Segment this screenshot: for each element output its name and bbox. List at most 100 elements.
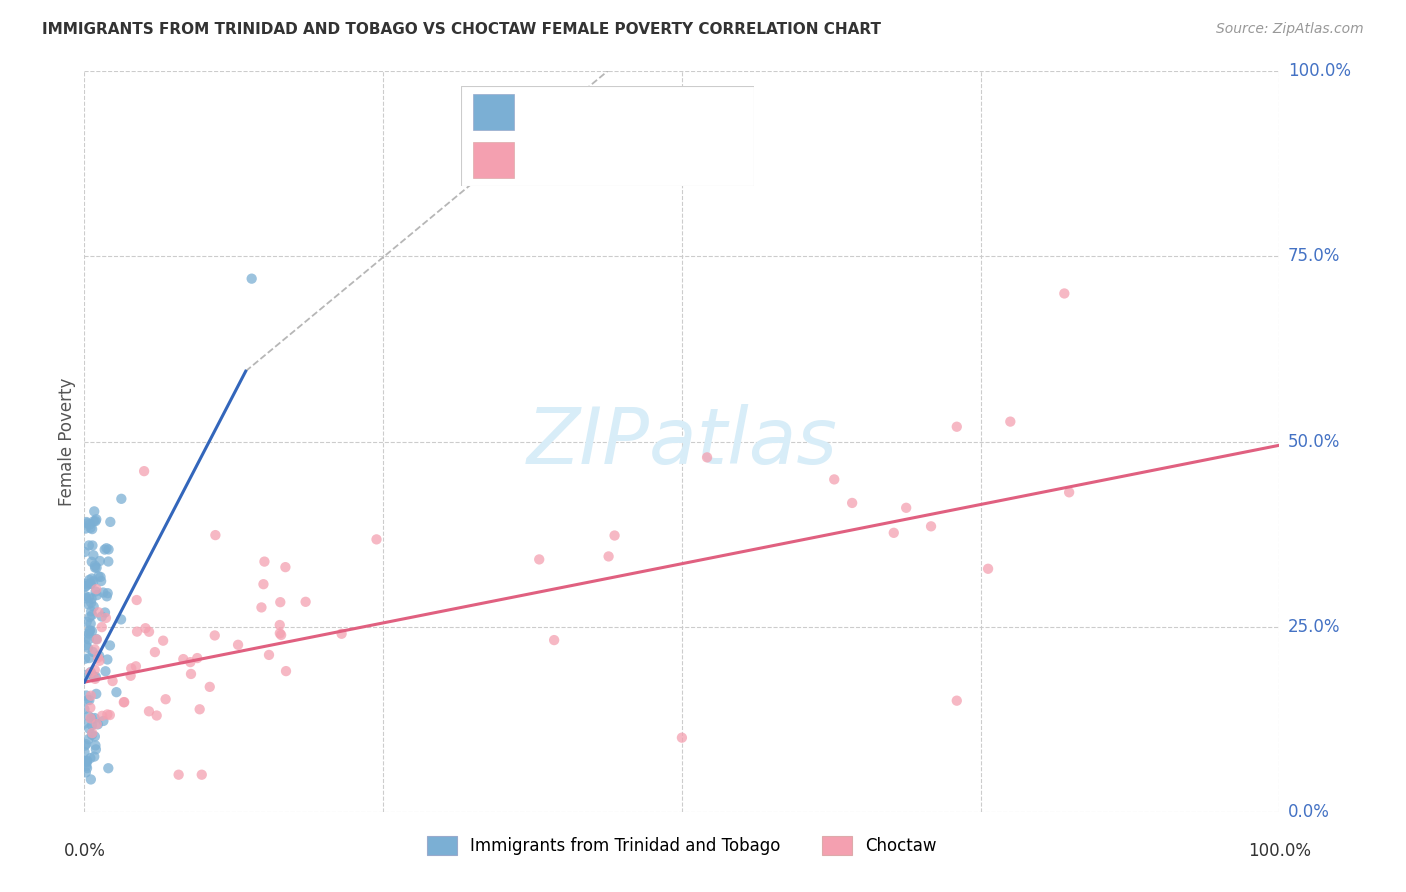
Point (80, 616, 103, 631)
Point (84, 584, 107, 599)
Point (77, 732, 100, 747)
Point (598, 549, 620, 564)
Point (84, 512, 107, 526)
Point (269, 618, 291, 632)
Text: 25.0%: 25.0% (1288, 617, 1340, 636)
Point (87, 717, 110, 731)
Point (84, 687, 107, 701)
Point (76, 693, 98, 707)
Point (83, 514, 105, 528)
Point (79, 521, 101, 535)
Point (253, 555, 276, 569)
Point (90, 609, 112, 624)
Text: ZIPatlas: ZIPatlas (526, 403, 838, 480)
Point (366, 533, 388, 547)
Point (80, 604, 103, 618)
Point (75, 522, 97, 536)
Point (120, 669, 142, 683)
Point (96, 541, 118, 556)
Point (274, 664, 297, 678)
Point (75, 638, 97, 652)
Point (883, 525, 905, 540)
Point (250, 600, 273, 615)
Point (167, 767, 190, 781)
Point (75, 591, 97, 606)
Point (90, 620, 112, 634)
Point (80, 577, 103, 591)
Point (186, 651, 208, 665)
Point (79, 517, 101, 532)
Point (179, 655, 201, 669)
Point (73, 716, 96, 731)
Point (1000, 415, 1022, 429)
Point (1053, 286, 1076, 301)
Point (76, 754, 98, 768)
Point (155, 692, 177, 706)
Point (76, 761, 98, 775)
Point (75, 579, 97, 593)
Point (841, 496, 863, 510)
Point (240, 271, 263, 285)
Point (79, 700, 101, 714)
Point (84, 670, 107, 684)
Point (86, 632, 108, 646)
Point (86, 632, 108, 647)
Point (80, 728, 103, 742)
Point (120, 661, 142, 675)
Point (86, 582, 108, 597)
Point (543, 633, 565, 648)
Point (143, 645, 166, 659)
Point (198, 680, 221, 694)
Point (79, 610, 101, 624)
Point (87, 569, 110, 583)
Point (76, 515, 98, 529)
Point (82, 726, 104, 740)
Point (180, 667, 202, 681)
Point (76, 516, 98, 531)
Point (77, 538, 100, 552)
Point (84, 739, 107, 753)
Point (73, 754, 96, 768)
Point (82, 522, 104, 536)
Point (96, 590, 118, 604)
Point (80, 665, 103, 679)
Point (80, 711, 103, 725)
Point (86, 717, 108, 731)
Point (125, 593, 148, 607)
Point (330, 626, 353, 640)
Point (257, 648, 280, 662)
Point (98, 639, 121, 653)
Point (82, 539, 104, 553)
Point (83, 642, 105, 657)
Point (946, 694, 969, 708)
Point (82, 645, 104, 659)
Point (94, 665, 117, 679)
Point (269, 595, 291, 609)
Point (75, 632, 97, 646)
Point (269, 626, 291, 640)
Point (75, 652, 97, 666)
Point (79, 711, 101, 725)
Text: Source: ZipAtlas.com: Source: ZipAtlas.com (1216, 22, 1364, 37)
Text: 50.0%: 50.0% (1288, 433, 1340, 450)
Point (89, 654, 111, 668)
Point (75, 576, 97, 591)
Point (76, 615, 98, 629)
Point (79, 573, 101, 587)
Point (83, 663, 105, 677)
Text: 0.0%: 0.0% (1288, 803, 1330, 821)
Point (83, 669, 105, 683)
Point (138, 624, 160, 639)
Point (75, 759, 97, 773)
Point (75, 765, 97, 780)
Point (152, 633, 174, 648)
Point (73, 545, 96, 559)
Point (110, 612, 132, 626)
Point (252, 577, 274, 591)
Point (112, 695, 135, 709)
Point (97, 586, 120, 600)
Point (77, 632, 100, 647)
Point (77, 591, 100, 605)
Point (89, 570, 111, 584)
Point (80, 689, 103, 703)
